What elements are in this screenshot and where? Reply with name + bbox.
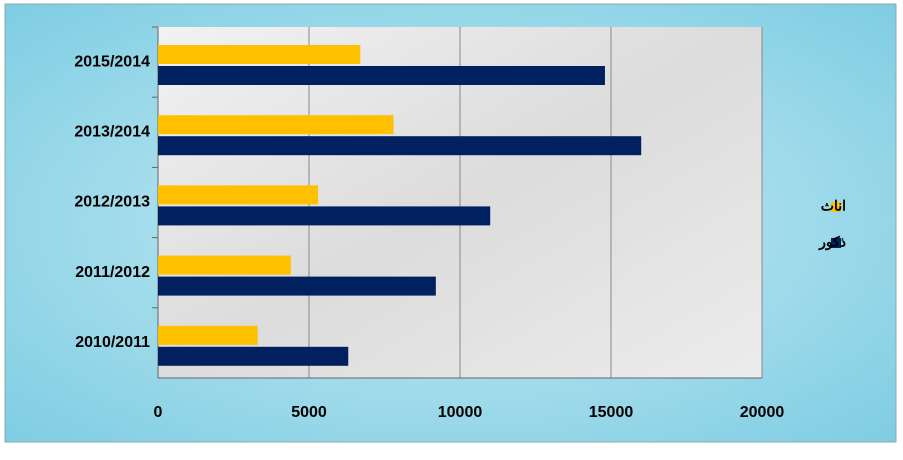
bar bbox=[158, 325, 258, 345]
legend-label: اناث bbox=[821, 198, 846, 214]
bar bbox=[158, 45, 361, 64]
x-tick-label: 5000 bbox=[291, 404, 327, 421]
x-tick-label: 10000 bbox=[438, 404, 483, 421]
bar bbox=[158, 115, 394, 135]
y-tick-label: 2015/2014 bbox=[74, 53, 150, 70]
bar bbox=[158, 136, 642, 156]
legend-label: ذكور bbox=[818, 234, 846, 251]
bar bbox=[158, 206, 491, 226]
bar bbox=[158, 66, 605, 85]
legend-swatch bbox=[831, 238, 841, 248]
x-tick-label: 20000 bbox=[740, 404, 785, 421]
y-tick-label: 2012/2013 bbox=[74, 194, 150, 211]
y-tick-label: 2013/2014 bbox=[74, 124, 150, 141]
x-tick-label: 0 bbox=[154, 404, 163, 421]
y-tick-label: 2010/2011 bbox=[75, 334, 150, 351]
bar bbox=[158, 185, 319, 205]
bar bbox=[158, 255, 291, 275]
y-tick-label: 2011/2012 bbox=[75, 264, 150, 281]
bar bbox=[158, 346, 349, 366]
legend-swatch bbox=[831, 202, 841, 212]
bar bbox=[158, 276, 436, 296]
x-tick-label: 15000 bbox=[589, 404, 634, 421]
